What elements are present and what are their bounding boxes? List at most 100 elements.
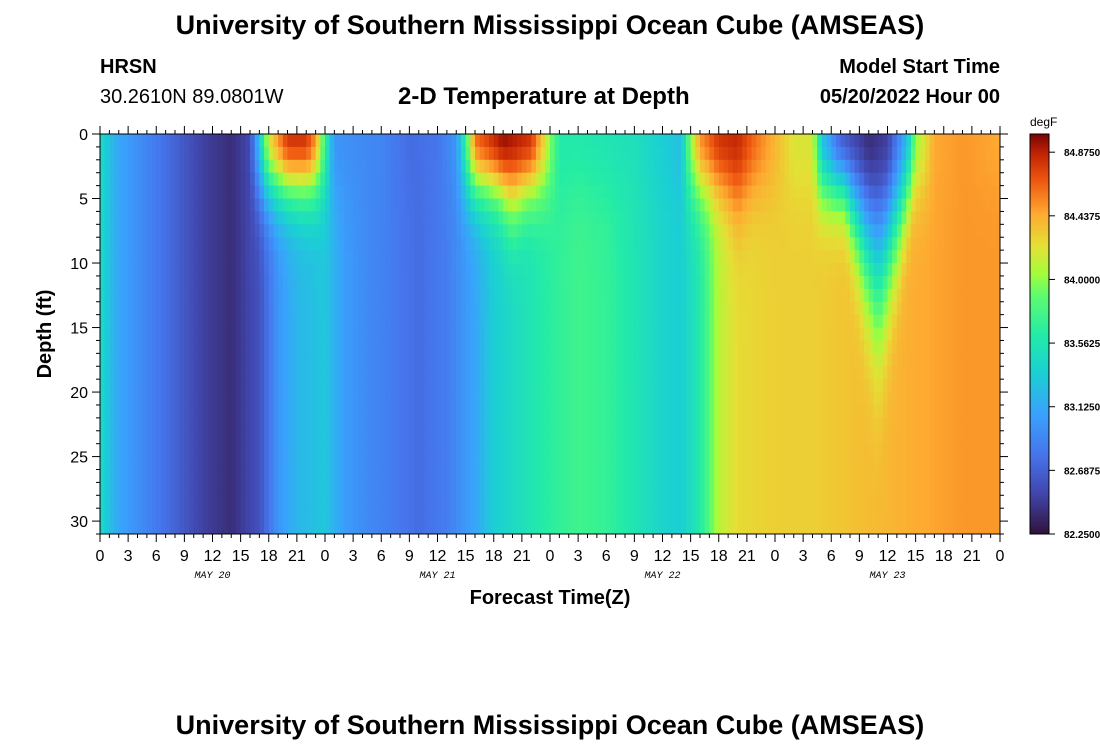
heatmap-cell [700, 456, 706, 470]
heatmap-cell [507, 159, 513, 174]
heatmap-cell [418, 521, 424, 535]
heatmap-cell [746, 392, 752, 406]
heatmap-cell [418, 430, 424, 445]
heatmap-cell [840, 134, 846, 148]
heatmap-cell [493, 366, 499, 380]
heatmap-cell [367, 366, 373, 380]
heatmap-cell [737, 134, 743, 148]
heatmap-cell [568, 495, 574, 509]
heatmap-cell [681, 288, 687, 303]
heatmap-cell [193, 456, 199, 470]
heatmap-cell [695, 224, 701, 238]
heatmap-cell [742, 314, 748, 328]
heatmap-cell [245, 275, 251, 290]
heatmap-cell [760, 392, 767, 406]
heatmap-cell [639, 275, 645, 290]
heatmap-cell [235, 301, 242, 316]
heatmap-cell [217, 508, 223, 522]
heatmap-cell [709, 508, 715, 522]
heatmap-cell [315, 275, 321, 290]
heatmap-cell [160, 134, 167, 148]
heatmap-cell [442, 443, 448, 457]
heatmap-cell [156, 392, 162, 406]
heatmap-cell [353, 482, 359, 496]
heatmap-cell [784, 301, 790, 316]
heatmap-cell [489, 417, 495, 432]
heatmap-cell [226, 275, 232, 290]
heatmap-cell [850, 224, 856, 238]
heatmap-cell [226, 185, 232, 199]
heatmap-cell [503, 224, 509, 238]
heatmap-cell [531, 495, 537, 509]
heatmap-cell [325, 379, 331, 393]
heatmap-cell [325, 495, 331, 509]
heatmap-cell [287, 288, 293, 303]
heatmap-cell [732, 263, 738, 277]
heatmap-cell [620, 417, 626, 432]
heatmap-cell [376, 495, 382, 509]
heatmap-cell [109, 482, 115, 496]
heatmap-cell [540, 224, 546, 238]
heatmap-cell [671, 392, 677, 406]
heatmap-cell [667, 185, 673, 199]
heatmap-cell [310, 224, 317, 238]
heatmap-cell [334, 404, 340, 419]
heatmap-cell [334, 521, 340, 535]
heatmap-cell [685, 237, 692, 251]
heatmap-cell [737, 185, 743, 199]
heatmap-cell [625, 340, 631, 354]
heatmap-cell [798, 327, 804, 341]
heatmap-cell [428, 237, 434, 251]
heatmap-cell [484, 301, 490, 316]
heatmap-cell [728, 172, 734, 187]
heatmap-cell [137, 340, 143, 354]
heatmap-cell [235, 404, 242, 419]
heatmap-cell [700, 301, 706, 316]
heatmap-cell [821, 327, 827, 341]
heatmap-cell [423, 469, 429, 483]
heatmap-cell [489, 198, 495, 212]
heatmap-cell [329, 146, 335, 161]
heatmap-cell [845, 185, 851, 199]
heatmap-cell [690, 237, 696, 251]
heatmap-cell [390, 340, 396, 354]
heatmap-cell [517, 521, 523, 535]
heatmap-cell [662, 379, 668, 393]
heatmap-cell [634, 404, 640, 419]
heatmap-cell [709, 521, 715, 535]
heatmap-cell [592, 211, 598, 225]
heatmap-cell [718, 379, 724, 393]
heatmap-cell [503, 185, 509, 199]
heatmap-cell [282, 443, 288, 457]
heatmap-cell [353, 392, 359, 406]
heatmap-cell [714, 172, 720, 187]
heatmap-cell [648, 443, 654, 457]
heatmap-cell [531, 263, 537, 277]
heatmap-cell [231, 482, 237, 496]
heatmap-cell [151, 379, 157, 393]
heatmap-cell [334, 237, 340, 251]
heatmap-cell [343, 185, 349, 199]
heatmap-cell [245, 224, 251, 238]
heatmap-cell [484, 443, 490, 457]
heatmap-cell [746, 314, 752, 328]
heatmap-cell [840, 482, 846, 496]
heatmap-cell [268, 134, 274, 148]
heatmap-cell [385, 301, 392, 316]
heatmap-cell [381, 159, 387, 174]
heatmap-cell [850, 237, 856, 251]
heatmap-cell [268, 224, 274, 238]
heatmap-cell [610, 392, 617, 406]
heatmap-cell [512, 443, 518, 457]
heatmap-cell [714, 340, 720, 354]
heatmap-cell [423, 443, 429, 457]
heatmap-cell [446, 482, 452, 496]
heatmap-cell [193, 237, 199, 251]
heatmap-cell [339, 224, 345, 238]
heatmap-cell [320, 353, 326, 367]
heatmap-cell [123, 379, 129, 393]
heatmap-cell [695, 327, 701, 341]
heatmap-cell [259, 404, 265, 419]
heatmap-cell [479, 146, 485, 161]
heatmap-cell [357, 275, 363, 290]
